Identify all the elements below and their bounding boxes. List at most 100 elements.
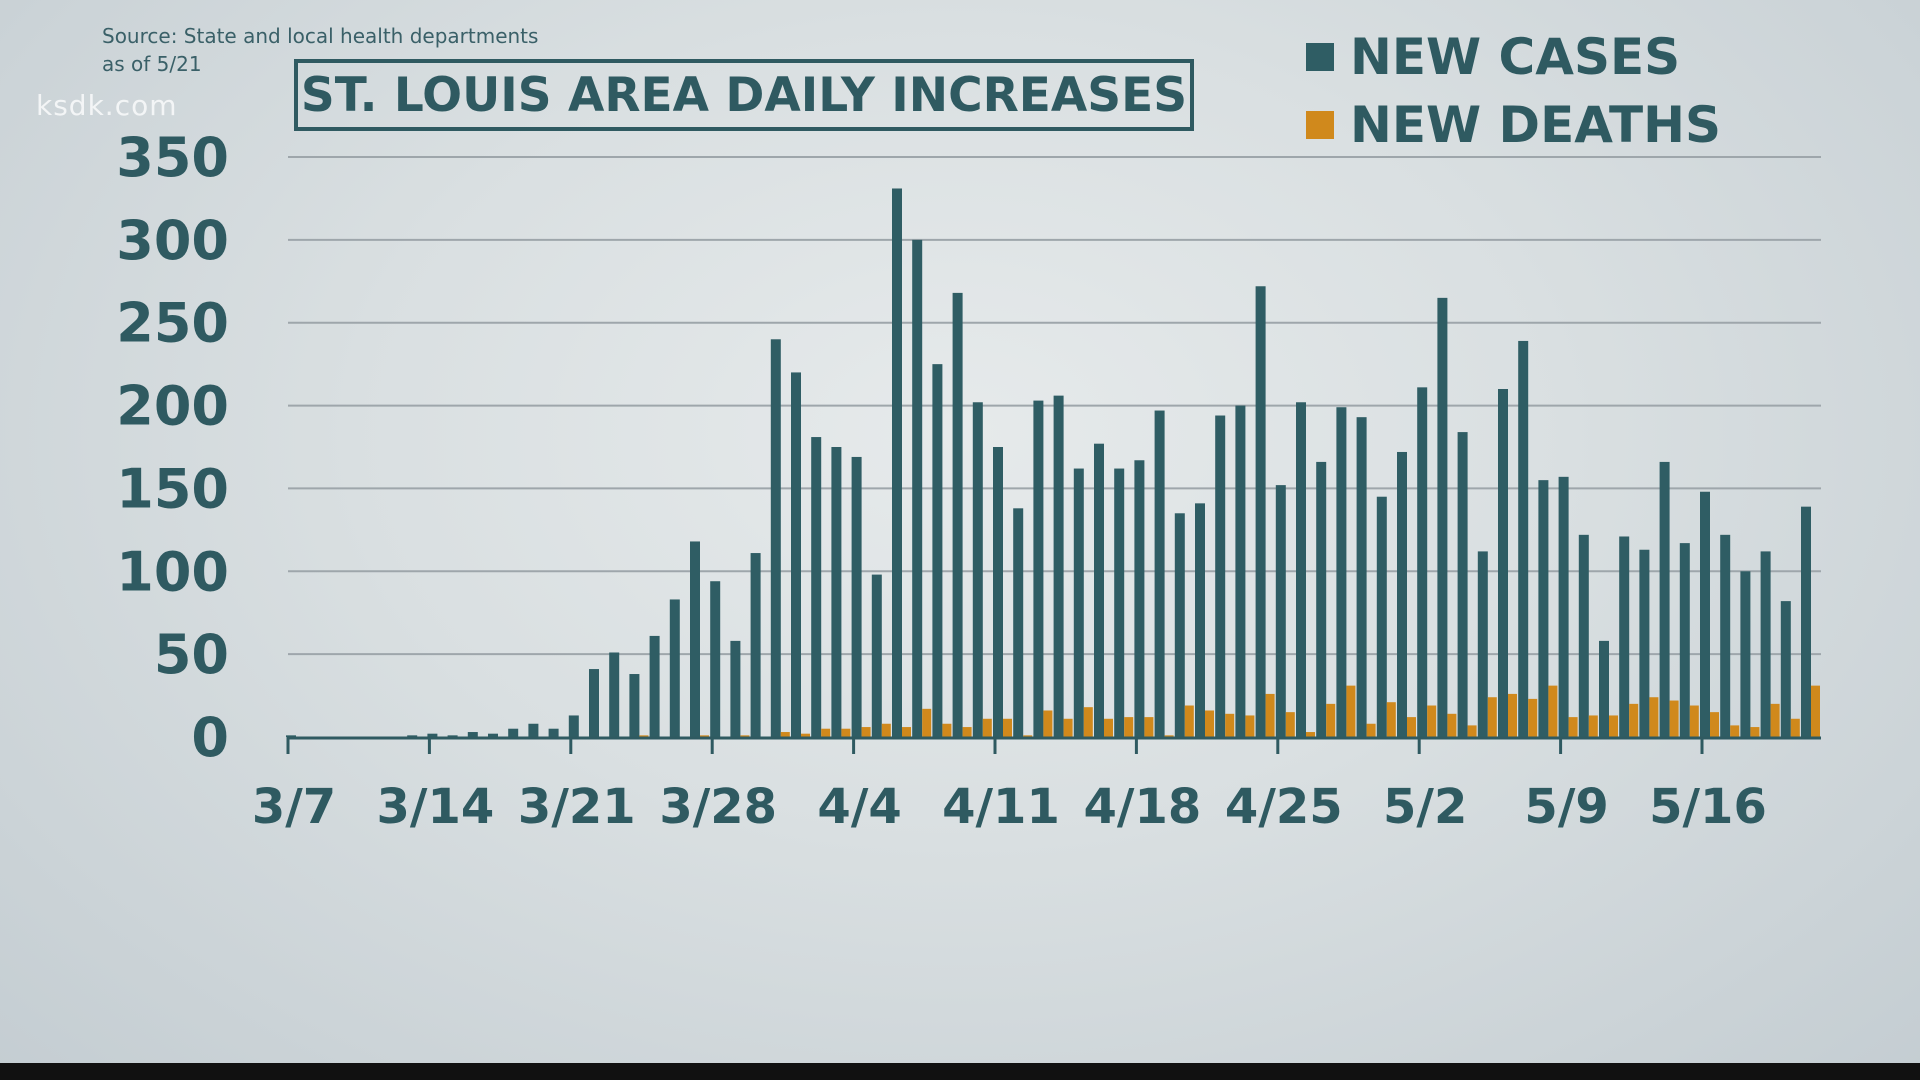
case-bar bbox=[1477, 551, 1488, 737]
case-bar bbox=[1457, 432, 1468, 737]
case-bar bbox=[1134, 460, 1145, 737]
y-tick-label: 0 bbox=[191, 706, 229, 769]
case-bar bbox=[1013, 508, 1024, 737]
death-bar bbox=[1487, 697, 1497, 737]
case-bar bbox=[1780, 601, 1791, 737]
case-bar bbox=[1114, 468, 1125, 737]
death-bar bbox=[740, 735, 750, 737]
case-bar bbox=[589, 669, 599, 737]
case-bar bbox=[690, 541, 700, 737]
case-bar bbox=[1255, 286, 1266, 737]
death-bar bbox=[1285, 712, 1295, 737]
x-tick-label: 4/11 bbox=[942, 779, 1060, 835]
case-bar bbox=[1659, 461, 1670, 737]
death-bar bbox=[1588, 715, 1598, 737]
death-bar bbox=[1144, 717, 1154, 737]
x-tick-label: 4/4 bbox=[817, 779, 901, 835]
case-bar bbox=[1558, 476, 1569, 737]
case-bar bbox=[1215, 415, 1226, 737]
y-tick-label: 150 bbox=[116, 457, 229, 520]
case-bar bbox=[1174, 513, 1185, 737]
case-bar bbox=[1275, 485, 1286, 737]
death-bar bbox=[902, 727, 911, 737]
death-bar bbox=[1043, 710, 1053, 737]
death-bar bbox=[1730, 725, 1740, 737]
case-bar bbox=[710, 581, 721, 737]
ksdk-watermark: ksdk.com bbox=[36, 89, 178, 122]
case-bar bbox=[1599, 640, 1609, 737]
case-bar bbox=[730, 640, 741, 737]
case-bar bbox=[1296, 402, 1306, 737]
case-bar bbox=[609, 652, 620, 737]
case-bar bbox=[1195, 503, 1205, 737]
y-tick-label: 50 bbox=[154, 623, 229, 686]
case-bar bbox=[1437, 297, 1448, 737]
case-bar bbox=[1316, 461, 1327, 737]
deaths-swatch-icon bbox=[1306, 111, 1334, 139]
case-bar bbox=[1094, 443, 1104, 737]
case-bar bbox=[1740, 571, 1751, 737]
legend-label: NEW DEATHS bbox=[1350, 96, 1721, 154]
as-of-date: as of 5/21 bbox=[102, 52, 202, 76]
case-bar bbox=[407, 735, 418, 737]
case-bar bbox=[952, 292, 963, 737]
death-bar bbox=[821, 728, 831, 737]
death-bar bbox=[1306, 732, 1315, 737]
death-bar bbox=[780, 732, 790, 737]
x-tick-label: 5/16 bbox=[1649, 779, 1767, 835]
y-tick-label: 300 bbox=[116, 209, 229, 272]
death-bar bbox=[1447, 713, 1457, 737]
death-bar bbox=[1669, 700, 1679, 737]
y-tick-label: 200 bbox=[116, 375, 229, 438]
case-bar bbox=[1397, 451, 1407, 737]
case-bar bbox=[892, 188, 902, 737]
source-line: Source: State and local health departmen… bbox=[102, 24, 539, 48]
death-bar bbox=[1528, 698, 1538, 737]
case-bar bbox=[1619, 536, 1630, 737]
case-bar bbox=[912, 239, 923, 737]
case-bar bbox=[508, 728, 519, 737]
death-bar bbox=[1205, 710, 1214, 737]
death-bar bbox=[1609, 715, 1618, 737]
case-bar bbox=[1033, 400, 1044, 737]
case-bar bbox=[811, 437, 822, 737]
death-bar bbox=[1023, 735, 1033, 737]
death-bar bbox=[1326, 703, 1336, 737]
case-bar bbox=[1760, 551, 1771, 737]
case-bar bbox=[1639, 549, 1650, 737]
case-bar bbox=[649, 635, 660, 737]
death-bar bbox=[1407, 717, 1416, 737]
x-tick-label: 5/9 bbox=[1524, 779, 1608, 835]
death-bar bbox=[1184, 705, 1194, 737]
death-bar bbox=[942, 723, 952, 737]
x-tick-label: 5/2 bbox=[1383, 779, 1467, 835]
death-bar bbox=[1245, 715, 1255, 737]
death-bar bbox=[1063, 718, 1073, 737]
death-bar bbox=[1104, 718, 1113, 737]
case-bar bbox=[1356, 417, 1367, 737]
y-tick-label: 250 bbox=[116, 292, 229, 355]
death-bar bbox=[1003, 718, 1012, 737]
death-bar bbox=[962, 727, 972, 737]
death-bar bbox=[1770, 703, 1780, 737]
x-tick-label: 3/14 bbox=[377, 779, 495, 835]
death-bar bbox=[1548, 685, 1558, 737]
case-bar bbox=[770, 339, 781, 737]
x-tick-label: 4/25 bbox=[1225, 779, 1343, 835]
death-bar bbox=[1427, 705, 1437, 737]
case-bar bbox=[1679, 543, 1690, 737]
legend-label: NEW CASES bbox=[1350, 28, 1681, 86]
case-bar bbox=[467, 732, 478, 737]
case-bar bbox=[1578, 534, 1589, 737]
death-bar bbox=[1790, 718, 1800, 737]
death-bar bbox=[861, 727, 871, 737]
source-note: Source: State and local health departmen… bbox=[102, 22, 538, 78]
death-bar bbox=[1083, 707, 1093, 737]
cases-swatch-icon bbox=[1306, 43, 1334, 71]
death-bar bbox=[1508, 693, 1517, 737]
x-tick-label: 3/7 bbox=[252, 779, 336, 835]
case-bar bbox=[1720, 534, 1731, 737]
x-tick-label: 4/18 bbox=[1084, 779, 1202, 835]
x-tick-label: 3/21 bbox=[518, 779, 636, 835]
legend-new-cases: NEW CASES bbox=[1306, 28, 1680, 86]
